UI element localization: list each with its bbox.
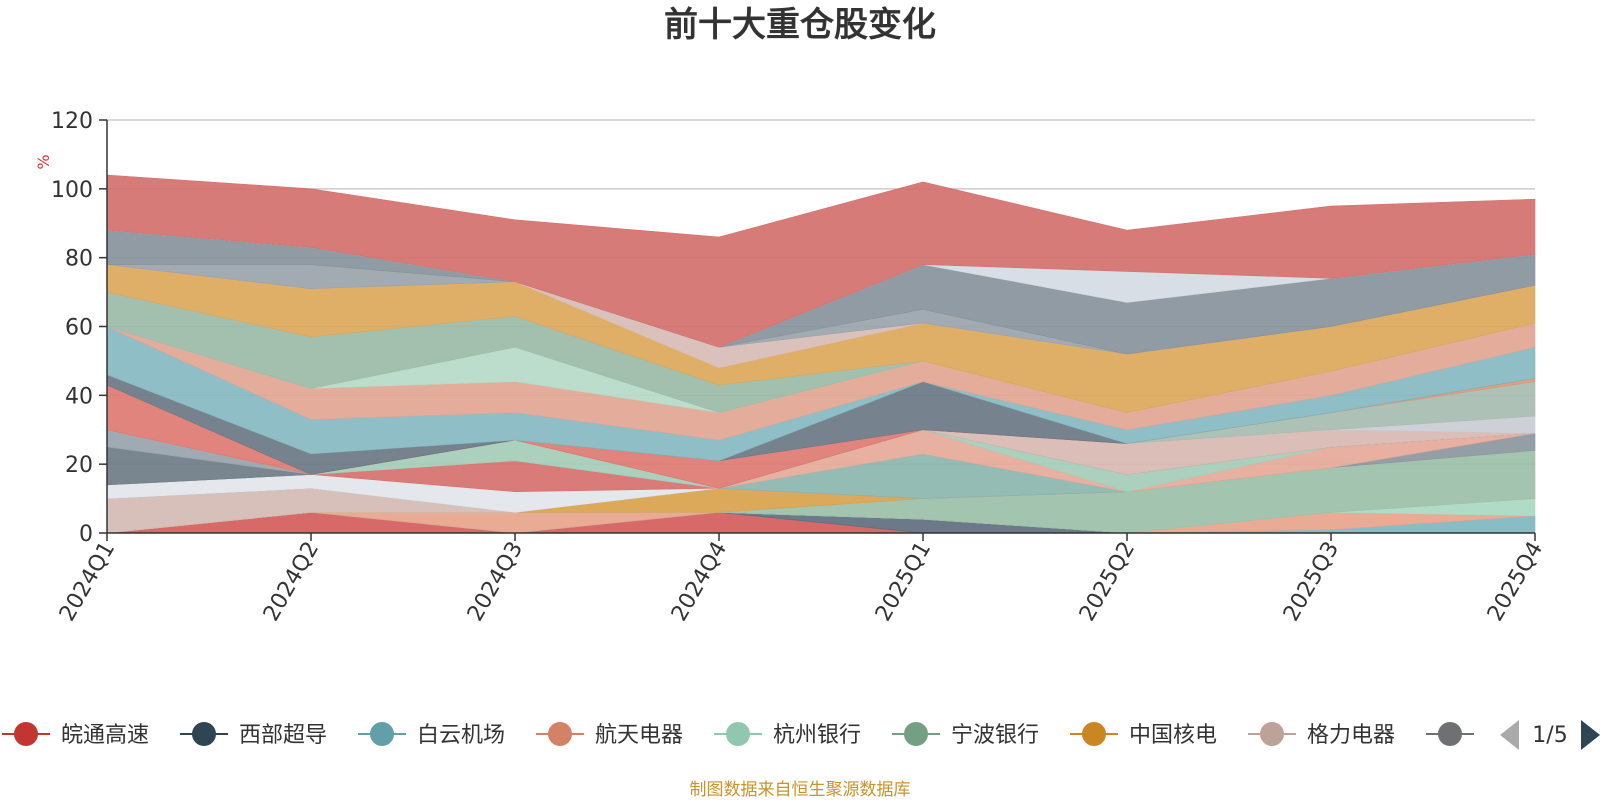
y-tick-label: 40	[65, 384, 93, 409]
x-tick-label: 2024Q4	[667, 538, 732, 626]
series-area-其他	[106, 174, 1536, 348]
legend-label: 杭州银行	[773, 723, 861, 748]
legend-item[interactable]: 宁波银行	[892, 722, 1039, 748]
x-tick-label: 2025Q1	[871, 538, 936, 626]
legend-item[interactable]: 杭州银行	[714, 722, 861, 748]
legend-item[interactable]: 白云机场	[358, 722, 505, 748]
legend-marker-icon	[1082, 722, 1106, 746]
legend-prev-page-icon[interactable]	[1500, 720, 1519, 750]
legend-item[interactable]: 西部超导	[180, 722, 327, 748]
legend-item[interactable]: 皖通高速	[2, 722, 149, 748]
x-tick-label: 2024Q2	[259, 538, 324, 626]
x-tick-label: 2025Q2	[1075, 538, 1140, 626]
legend-page-indicator: 1/5	[1532, 723, 1567, 748]
y-tick-label: 80	[65, 247, 93, 272]
data-source-note: 制图数据来自恒生聚源数据库	[690, 780, 911, 800]
series-areas	[106, 174, 1536, 534]
legend-label: 宁波银行	[951, 723, 1039, 748]
legend-item[interactable]	[1426, 722, 1474, 746]
legend-marker-icon	[370, 722, 394, 746]
legend-label: 中国核电	[1129, 723, 1217, 748]
legend-label: 白云机场	[417, 723, 505, 748]
y-tick-label: 20	[65, 453, 93, 478]
legend-item[interactable]: 格力电器	[1248, 722, 1395, 748]
y-tick-label: 100	[51, 178, 93, 203]
y-tick-label: 0	[79, 522, 93, 547]
legend-label: 皖通高速	[61, 723, 149, 748]
legend-label: 西部超导	[239, 723, 327, 748]
legend-marker-icon	[192, 722, 216, 746]
chart-title: 前十大重仓股变化	[664, 5, 936, 45]
legend-pager[interactable]: 1/5	[1500, 720, 1600, 750]
legend-marker-icon	[726, 722, 750, 746]
x-tick-label: 2024Q3	[463, 538, 528, 626]
legend-label: 格力电器	[1307, 723, 1395, 748]
legend-marker-icon	[1438, 722, 1462, 746]
x-tick-label: 2024Q1	[55, 538, 120, 626]
y-tick-label: 60	[65, 316, 93, 341]
legend-next-page-icon[interactable]	[1581, 720, 1600, 750]
x-tick-label: 2025Q3	[1279, 538, 1344, 626]
x-tick-label: 2025Q4	[1483, 538, 1548, 626]
legend-item[interactable]: 中国核电	[1070, 722, 1217, 748]
legend[interactable]: 皖通高速 西部超导 白云机场 航天电器 杭州银行 宁波银行 中国核电 格力电器	[2, 722, 1474, 748]
legend-label: 航天电器	[595, 723, 683, 748]
legend-item[interactable]: 航天电器	[536, 722, 683, 748]
legend-marker-icon	[14, 722, 38, 746]
legend-marker-icon	[904, 722, 928, 746]
y-axis-unit: %	[34, 154, 53, 169]
y-tick-label: 120	[51, 109, 93, 134]
legend-marker-icon	[548, 722, 572, 746]
legend-marker-icon	[1260, 722, 1284, 746]
